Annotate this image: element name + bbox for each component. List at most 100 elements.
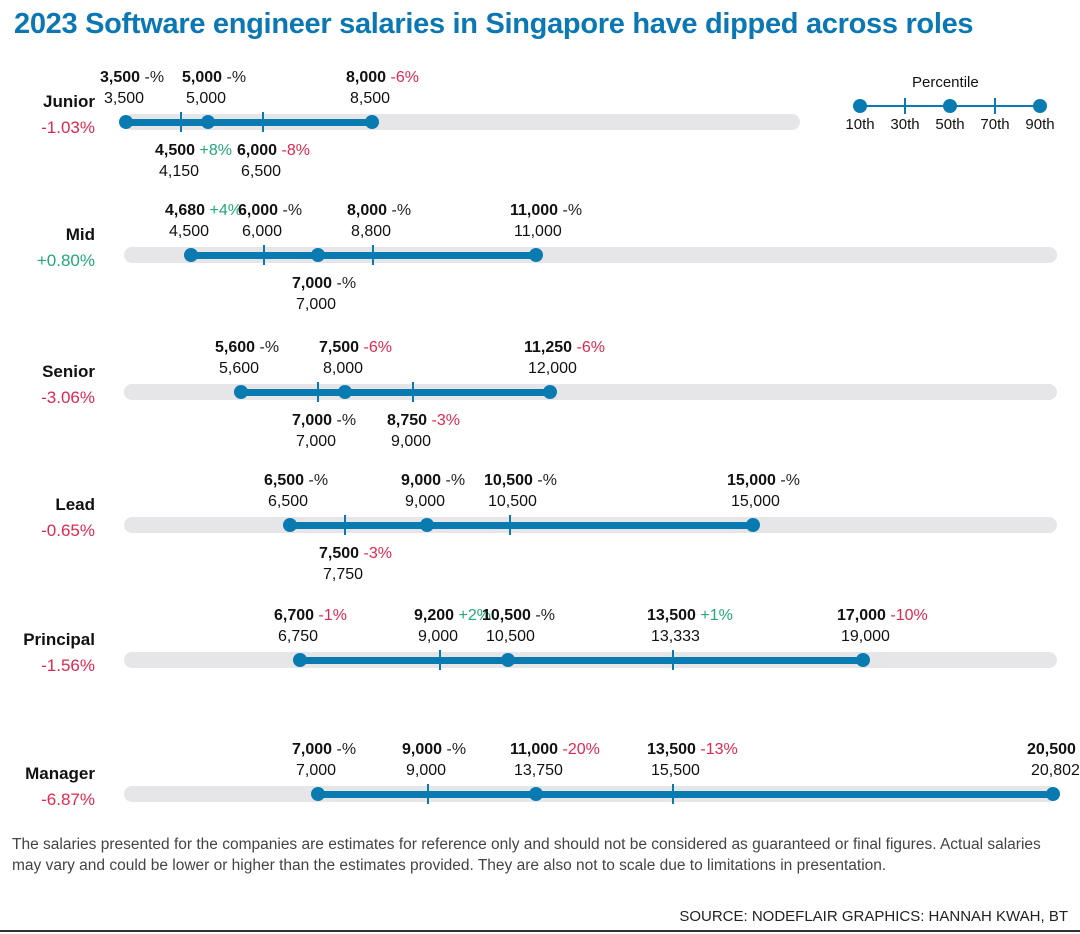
value-2023: 15,000 [727, 472, 776, 489]
tick-70th [672, 784, 674, 804]
value-2023: 6,000 [238, 202, 279, 219]
bottom-rule [0, 930, 1080, 932]
value-2023: 9,000 [402, 741, 443, 758]
value-label-30th: 4,500 +8% 4,150 [155, 140, 232, 182]
value-2023: 17,000 [837, 607, 886, 624]
value-label-50th: 5,000 -% 5,000 [182, 67, 246, 109]
value-label-50th: 10,500 -% 10,500 [482, 605, 555, 647]
point-90th [856, 653, 870, 667]
value-2023: 9,000 [401, 472, 442, 489]
legend-mark-70th [994, 98, 996, 114]
value-2022: 7,000 [296, 296, 337, 313]
value-2023: 20,500 [1027, 741, 1076, 758]
value-change: -20% [558, 741, 600, 758]
value-change: -% [332, 741, 357, 758]
range-track [124, 384, 1057, 400]
value-2022: 6,000 [242, 223, 283, 240]
value-label-90th: 20,500 -1% 20,802 [1027, 739, 1080, 781]
value-label-50th: 7,500 -6% 8,000 [319, 337, 392, 379]
value-2022: 7,000 [296, 762, 337, 779]
role-change: -1.03% [41, 118, 95, 137]
value-label-10th: 7,000 -% 7,000 [292, 739, 356, 781]
value-2022: 19,000 [841, 628, 890, 645]
tick-30th [263, 245, 265, 265]
point-50th [201, 115, 215, 129]
value-2022: 8,000 [323, 360, 364, 377]
role-name: Senior [42, 362, 95, 381]
value-label-30th: 7,500 -3% 7,750 [319, 543, 392, 585]
value-label-10th: 6,700 -1% 6,750 [274, 605, 347, 647]
role-name: Lead [55, 495, 95, 514]
value-change: -% [278, 202, 303, 219]
point-90th [529, 248, 543, 262]
range-bar [241, 388, 550, 396]
value-change: -% [332, 275, 357, 292]
legend-mark-90th [1033, 99, 1047, 113]
value-2022: 5,600 [219, 360, 260, 377]
value-change: -6% [572, 339, 605, 356]
value-change: +2% [454, 607, 491, 624]
point-10th [184, 248, 198, 262]
role-change: -3.06% [41, 388, 95, 407]
value-label-90th: 17,000 -10% 19,000 [837, 605, 928, 647]
value-label-50th: 7,000 -% 7,000 [292, 273, 356, 315]
point-50th [501, 653, 515, 667]
value-2023: 10,500 [484, 472, 533, 489]
value-2022: 8,800 [351, 223, 392, 240]
legend-title: Percentile [912, 74, 979, 91]
value-2022: 6,750 [278, 628, 319, 645]
legend-label: 50th [935, 116, 965, 133]
range-bar [300, 656, 863, 664]
point-10th [283, 518, 297, 532]
value-2022: 4,150 [159, 163, 200, 180]
value-2022: 13,333 [651, 628, 700, 645]
value-2022: 3,500 [104, 90, 145, 107]
value-2023: 8,000 [346, 69, 387, 86]
value-change: -10% [885, 607, 928, 624]
legend-label: 90th [1025, 116, 1055, 133]
range-bar [191, 251, 536, 259]
value-change: -% [304, 472, 329, 489]
value-label-10th: 4,680 +4% 4,500 [165, 200, 242, 242]
value-2023: 9,200 [414, 607, 455, 624]
value-2023: 3,500 [100, 69, 141, 86]
chart-title: 2023 Software engineer salaries in Singa… [14, 8, 974, 40]
value-2023: 5,600 [215, 339, 256, 356]
role-change: +0.80% [36, 251, 95, 270]
value-label-30th: 6,000 -% 6,000 [238, 200, 302, 242]
value-label-70th: 13,500 -13% 15,500 [647, 739, 738, 781]
point-90th [746, 518, 760, 532]
value-2022: 12,000 [528, 360, 577, 377]
range-bar [126, 118, 372, 126]
value-change: -% [255, 339, 280, 356]
point-50th [529, 787, 543, 801]
value-2023: 8,750 [387, 412, 428, 429]
value-change: +4% [205, 202, 242, 219]
value-label-30th: 9,200 +2% 9,000 [414, 605, 491, 647]
point-10th [293, 653, 307, 667]
value-label-30th: 9,000 -% 9,000 [402, 739, 466, 781]
value-2023: 4,680 [165, 202, 206, 219]
value-change: -% [387, 202, 412, 219]
value-2023: 7,000 [292, 275, 333, 292]
tick-70th [672, 650, 674, 670]
point-90th [1046, 787, 1060, 801]
value-change: -3% [359, 545, 392, 562]
point-50th [338, 385, 352, 399]
range-track [124, 247, 1057, 263]
value-2023: 11,000 [510, 202, 559, 219]
value-2022: 11,000 [514, 223, 562, 240]
value-label-90th: 8,000 -6% 8,500 [346, 67, 419, 109]
value-2022: 5,000 [186, 90, 227, 107]
value-2022: 6,500 [241, 163, 282, 180]
value-2022: 10,500 [488, 493, 537, 510]
tick-30th [180, 112, 182, 132]
value-label-10th: 3,500 -% 3,500 [100, 67, 164, 109]
tick-30th [317, 382, 319, 402]
footnote: The salaries presented for the companies… [12, 836, 1041, 874]
value-2023: 5,000 [182, 69, 223, 86]
role-name: Junior [43, 92, 95, 111]
legend-mark-30th [904, 98, 906, 114]
point-90th [365, 115, 379, 129]
